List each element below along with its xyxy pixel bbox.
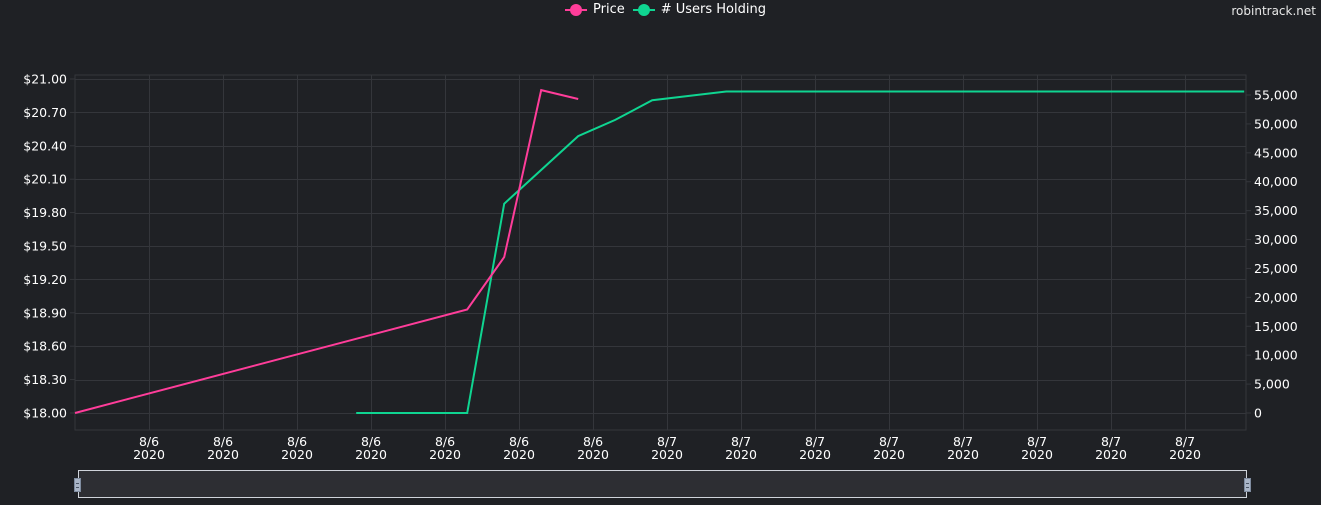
- svg-text:0: 0: [1254, 406, 1262, 421]
- users-holding-line: [356, 90, 1245, 414]
- legend-item-users-holding[interactable]: # Users Holding: [632, 2, 766, 17]
- svg-text:2020: 2020: [577, 447, 609, 462]
- watermark: robintrack.net: [1231, 4, 1316, 18]
- svg-text:45,000: 45,000: [1254, 145, 1298, 160]
- navigator-left-handle[interactable]: [74, 478, 81, 492]
- svg-text:2020: 2020: [429, 447, 461, 462]
- svg-text:2020: 2020: [1095, 447, 1127, 462]
- svg-text:$18.90: $18.90: [23, 305, 67, 320]
- navigator-right-handle[interactable]: [1244, 478, 1251, 492]
- svg-text:$20.70: $20.70: [23, 105, 67, 120]
- legend-item-price[interactable]: Price: [565, 2, 625, 17]
- svg-text:8/6: 8/6: [287, 434, 307, 449]
- svg-text:8/7: 8/7: [805, 434, 825, 449]
- legend-label-users-holding: # Users Holding: [660, 2, 766, 17]
- svg-text:5,000: 5,000: [1254, 377, 1290, 392]
- svg-text:$18.30: $18.30: [23, 372, 67, 387]
- svg-text:8/6: 8/6: [509, 434, 529, 449]
- svg-text:8/7: 8/7: [1101, 434, 1121, 449]
- svg-text:8/6: 8/6: [583, 434, 603, 449]
- svg-text:2020: 2020: [1021, 447, 1053, 462]
- svg-text:$20.10: $20.10: [23, 172, 67, 187]
- svg-text:2020: 2020: [873, 447, 905, 462]
- svg-text:8/7: 8/7: [1027, 434, 1047, 449]
- svg-text:8/6: 8/6: [139, 434, 159, 449]
- chart-legend: Price # Users Holding: [565, 2, 766, 17]
- price-line: [74, 88, 579, 414]
- svg-text:$20.40: $20.40: [23, 138, 67, 153]
- svg-text:$18.00: $18.00: [23, 406, 67, 421]
- svg-text:15,000: 15,000: [1254, 319, 1298, 334]
- svg-text:8/7: 8/7: [1175, 434, 1195, 449]
- svg-text:$19.20: $19.20: [23, 272, 67, 287]
- svg-text:$18.60: $18.60: [23, 339, 67, 354]
- svg-text:2020: 2020: [355, 447, 387, 462]
- svg-text:2020: 2020: [799, 447, 831, 462]
- svg-text:55,000: 55,000: [1254, 88, 1298, 103]
- svg-text:2020: 2020: [503, 447, 535, 462]
- grid-lines: [74, 74, 1247, 431]
- svg-text:$19.50: $19.50: [23, 239, 67, 254]
- svg-text:8/7: 8/7: [731, 434, 751, 449]
- svg-text:2020: 2020: [281, 447, 313, 462]
- svg-text:8/7: 8/7: [953, 434, 973, 449]
- legend-label-price: Price: [593, 2, 625, 17]
- svg-text:2020: 2020: [947, 447, 979, 462]
- svg-text:30,000: 30,000: [1254, 232, 1298, 247]
- users-marker-icon: [632, 3, 655, 16]
- svg-text:2020: 2020: [725, 447, 757, 462]
- svg-text:2020: 2020: [207, 447, 239, 462]
- svg-text:2020: 2020: [1169, 447, 1201, 462]
- svg-text:25,000: 25,000: [1254, 261, 1298, 276]
- left-axis: $21.00 $20.70 $20.40 $20.10 $19.80 $19.50 $19.…: [23, 72, 75, 421]
- price-marker-icon: [565, 3, 587, 16]
- svg-text:8/7: 8/7: [879, 434, 899, 449]
- svg-text:8/6: 8/6: [361, 434, 381, 449]
- svg-text:20,000: 20,000: [1254, 290, 1298, 305]
- svg-text:10,000: 10,000: [1254, 348, 1298, 363]
- svg-text:$19.80: $19.80: [23, 205, 67, 220]
- svg-text:2020: 2020: [651, 447, 683, 462]
- svg-text:35,000: 35,000: [1254, 203, 1298, 218]
- svg-text:40,000: 40,000: [1254, 174, 1298, 189]
- right-axis: 55,000 50,000 45,000 40,000 35,000 30,000 25,0…: [1246, 88, 1298, 421]
- svg-text:50,000: 50,000: [1254, 116, 1298, 131]
- svg-text:2020: 2020: [133, 447, 165, 462]
- svg-text:$21.00: $21.00: [23, 72, 67, 87]
- range-navigator[interactable]: [78, 470, 1247, 498]
- svg-text:8/6: 8/6: [213, 434, 233, 449]
- x-axis: 8/620208/620208/620208/620208/620208/620…: [133, 434, 1201, 462]
- svg-text:8/6: 8/6: [435, 434, 455, 449]
- svg-text:8/7: 8/7: [657, 434, 677, 449]
